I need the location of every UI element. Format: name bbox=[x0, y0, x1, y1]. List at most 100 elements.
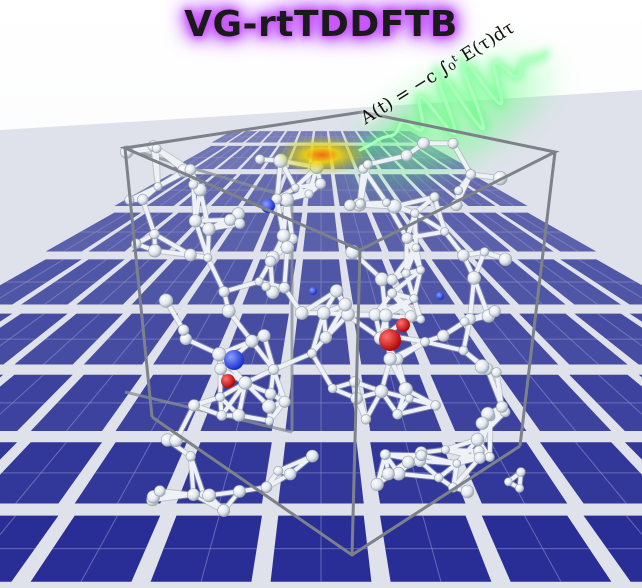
silicon-atom bbox=[453, 186, 464, 196]
silicon-atom bbox=[316, 306, 331, 320]
silicon-atom bbox=[186, 488, 200, 501]
silicon-atom bbox=[470, 432, 485, 447]
silicon-atom bbox=[491, 367, 502, 378]
silicon-atom bbox=[516, 467, 526, 477]
silicon-atom bbox=[348, 376, 360, 388]
silicon-atom bbox=[503, 477, 513, 487]
simulation-box-front bbox=[119, 110, 560, 557]
silicon-atom bbox=[370, 477, 384, 492]
silicon-atom bbox=[278, 395, 291, 408]
silicon-atom bbox=[271, 193, 283, 205]
silicon-atom bbox=[429, 191, 440, 202]
silicon-atom bbox=[148, 244, 162, 258]
silicon-atom bbox=[415, 449, 427, 461]
silicon-atom bbox=[245, 334, 259, 348]
silicon-atom bbox=[381, 467, 395, 481]
silicon-atom bbox=[416, 265, 426, 275]
silicon-atom bbox=[257, 329, 271, 343]
silicon-atom bbox=[203, 253, 213, 263]
silicon-atom bbox=[319, 331, 332, 344]
silicon-atom bbox=[475, 416, 489, 430]
silicon-atom bbox=[460, 484, 475, 499]
silicon-atom bbox=[273, 465, 284, 476]
silicon-atom bbox=[473, 451, 486, 464]
silicon-atom bbox=[440, 227, 450, 237]
silicon-atom bbox=[343, 199, 356, 212]
silicon-atom bbox=[401, 268, 411, 278]
silicon-atom bbox=[154, 485, 166, 497]
silicon-atom bbox=[254, 154, 265, 165]
silicon-atom bbox=[488, 305, 501, 318]
silicon-atom bbox=[404, 393, 414, 403]
silicon-atom bbox=[306, 348, 317, 359]
silicon-atom bbox=[264, 387, 277, 400]
silicon-atom bbox=[379, 449, 391, 460]
silicon-atom bbox=[440, 445, 450, 455]
silicon-atom bbox=[378, 308, 393, 323]
silicon-atom bbox=[261, 281, 271, 292]
solar-cell bbox=[638, 374, 642, 378]
solar-cell bbox=[0, 313, 13, 322]
excitation-hotspot bbox=[274, 135, 370, 175]
silicon-atom bbox=[217, 504, 231, 517]
silicon-atom bbox=[465, 169, 477, 180]
silicon-atom bbox=[430, 400, 441, 411]
silicon-atom bbox=[404, 310, 417, 323]
silicon-atom bbox=[411, 243, 421, 253]
solar-cell bbox=[629, 313, 642, 322]
silicon-atom bbox=[387, 288, 398, 299]
silicon-atom bbox=[261, 399, 277, 414]
silicon-atom bbox=[314, 178, 327, 190]
silicon-atom bbox=[474, 359, 490, 374]
silicon-atom bbox=[221, 304, 236, 318]
silicon-atom bbox=[278, 282, 290, 294]
silicon-atom bbox=[401, 232, 413, 244]
silicon-atom bbox=[401, 455, 415, 469]
silicon-atom bbox=[452, 459, 462, 468]
silicon-atom bbox=[457, 249, 470, 262]
silicon-atom bbox=[187, 399, 201, 412]
silicon-atom bbox=[149, 228, 160, 240]
silicon-atom bbox=[458, 345, 469, 356]
silicon-atom bbox=[216, 410, 227, 421]
silicon-atom bbox=[185, 451, 196, 462]
silicon-atom bbox=[479, 247, 490, 257]
silicon-atom bbox=[514, 483, 524, 493]
silicon-atom bbox=[260, 481, 273, 494]
silicon-atom bbox=[234, 218, 246, 230]
silicon-atom bbox=[467, 270, 481, 285]
silicon-atom bbox=[202, 222, 216, 236]
silicon-atom bbox=[329, 284, 344, 298]
silicon-atom bbox=[355, 198, 366, 209]
silicon-atom bbox=[151, 143, 162, 154]
silicon-atom bbox=[434, 473, 444, 483]
silicon-atom bbox=[284, 467, 297, 481]
solar-cell bbox=[0, 374, 4, 378]
silicon-atom bbox=[374, 384, 389, 399]
silicon-atom bbox=[398, 382, 413, 397]
silicon-atom bbox=[495, 400, 508, 413]
silicon-atom bbox=[232, 408, 246, 422]
silicon-atom bbox=[382, 198, 391, 207]
silicon-atom bbox=[420, 336, 430, 347]
silicon-atom bbox=[158, 293, 174, 308]
silicon-atom bbox=[218, 286, 230, 298]
silicon-atom bbox=[276, 228, 291, 243]
silicon-atom bbox=[215, 392, 226, 403]
silicon-atom bbox=[188, 179, 199, 190]
silicon-atom bbox=[212, 347, 227, 362]
silicon-atom bbox=[232, 484, 246, 498]
silicon-atom bbox=[417, 137, 430, 150]
silicon-atom bbox=[304, 189, 314, 199]
silicon-atom bbox=[177, 324, 190, 336]
silicon-atom bbox=[437, 329, 450, 342]
silicon-atom bbox=[264, 416, 275, 426]
silicon-atom bbox=[294, 306, 309, 320]
silicon-atom bbox=[280, 240, 295, 255]
silicon-atom bbox=[327, 383, 338, 394]
silicon-atom bbox=[268, 363, 280, 375]
silicon-atom bbox=[305, 449, 319, 463]
silicon-atom bbox=[386, 274, 398, 286]
